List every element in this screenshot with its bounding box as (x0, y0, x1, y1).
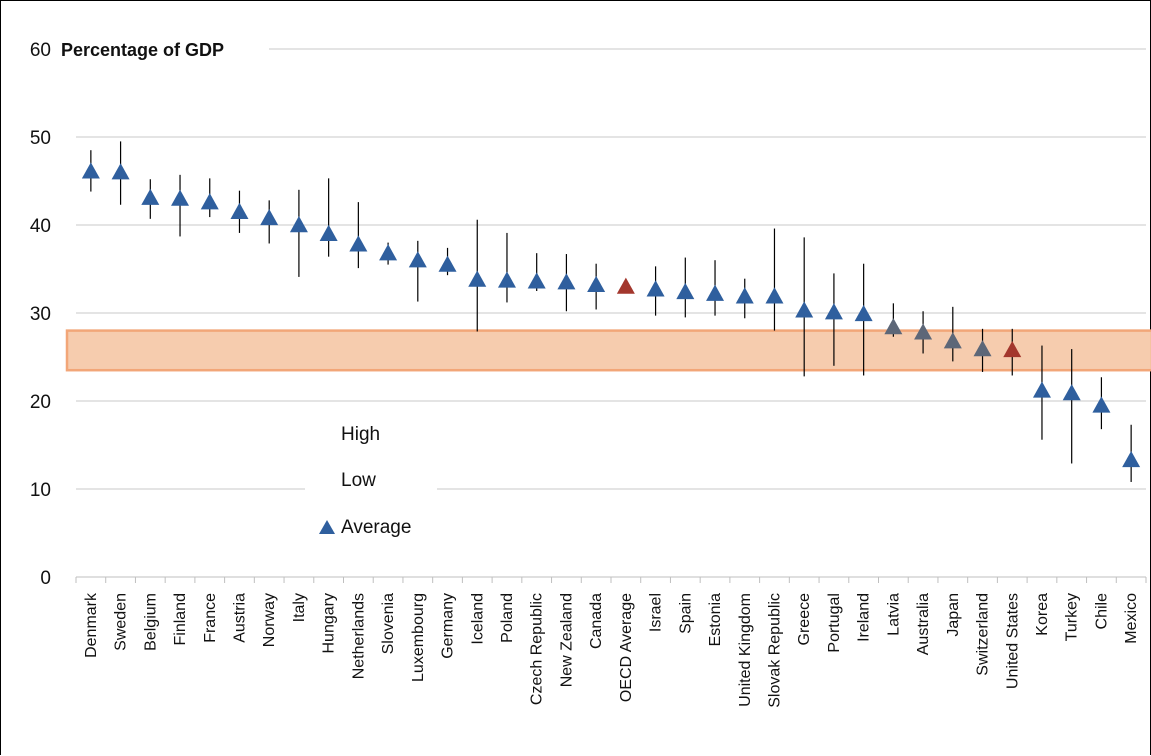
y-tick-label: 50 (30, 128, 51, 149)
x-category-label: France (202, 593, 219, 643)
x-category-label: Slovak Republic (766, 593, 783, 708)
average-marker-netherlands (349, 235, 368, 252)
average-marker-france (200, 193, 219, 210)
chart-title-background (57, 37, 269, 61)
x-category-label: Denmark (83, 592, 100, 658)
average-marker-denmark (81, 162, 100, 179)
average-marker-portugal (824, 303, 843, 320)
average-marker-korea (1032, 381, 1051, 398)
x-category-label: Ireland (856, 593, 873, 642)
x-axis (75, 576, 1147, 583)
legend-label-low: Low (341, 470, 376, 491)
y-tick-label: 10 (30, 480, 51, 501)
x-category-label: Korea (1034, 593, 1051, 636)
y-tick-label: 60 (30, 40, 51, 61)
average-marker-luxembourg (408, 251, 427, 268)
average-marker-norway (260, 208, 279, 226)
x-category-label: Hungary (321, 593, 338, 653)
x-category-label: Czech Republic (529, 593, 546, 705)
y-tick-label: 30 (30, 304, 51, 325)
average-marker-italy (289, 216, 308, 233)
average-marker-germany (438, 255, 457, 272)
average-marker-hungary (319, 224, 338, 241)
average-marker-oecd-average (616, 277, 635, 294)
x-category-label: Australia (915, 593, 932, 655)
average-marker-finland (171, 189, 190, 206)
y-tick-label: 0 (40, 568, 51, 589)
legend-label-high: High (341, 424, 380, 445)
x-category-label: Israel (648, 593, 665, 632)
x-category-label: United Kingdom (737, 593, 754, 707)
x-category-label: New Zealand (558, 593, 575, 687)
average-marker-japan (943, 332, 962, 349)
average-marker-ireland (854, 304, 873, 322)
average-marker-iceland (468, 270, 487, 287)
x-category-label: Turkey (1064, 593, 1081, 641)
x-category-label: Mexico (1123, 593, 1140, 644)
average-marker-united-kingdom (735, 287, 754, 304)
average-marker-estonia (706, 284, 725, 301)
average-marker-latvia (884, 318, 903, 335)
average-marker-new-zealand (557, 273, 576, 290)
x-category-label: Iceland (469, 593, 486, 645)
x-category-label: Finland (172, 593, 189, 645)
gridlines (76, 48, 1146, 490)
average-marker-sweden (111, 163, 130, 180)
average-marker-switzerland (973, 340, 992, 357)
y-tick-label: 40 (30, 216, 51, 237)
average-marker-greece (795, 301, 814, 318)
x-category-label: Poland (499, 593, 516, 643)
average-marker-spain (676, 282, 695, 300)
x-category-label: Sweden (113, 593, 130, 651)
x-category-label: Chile (1093, 593, 1110, 630)
x-category-label: Portugal (826, 593, 843, 653)
average-marker-canada (587, 275, 606, 293)
x-category-label: Latvia (885, 593, 902, 636)
x-category-label: Japan (945, 593, 962, 637)
average-marker-poland (497, 271, 516, 288)
x-category-label: Germany (440, 593, 457, 659)
x-category-label: Slovenia (380, 593, 397, 654)
average-markers (81, 162, 1141, 468)
whiskers (90, 141, 1132, 482)
average-marker-united-states (1003, 340, 1022, 358)
y-tick-labels: 0 10 20 30 40 50 60 (30, 40, 51, 589)
chart-title: Percentage of GDP (61, 40, 224, 60)
x-category-label: Italy (291, 593, 308, 622)
x-category-label: Greece (796, 593, 813, 646)
highlight-band-layer (65, 329, 1151, 372)
legend-average-marker (319, 520, 335, 534)
x-category-label: OECD Average (618, 593, 635, 702)
average-marker-slovak-republic (765, 287, 784, 304)
x-category-label: Norway (261, 593, 278, 647)
average-marker-slovenia (379, 244, 398, 261)
x-category-label: United States (1004, 593, 1021, 689)
average-marker-belgium (141, 188, 160, 205)
average-marker-chile (1092, 396, 1111, 413)
x-category-label: Austria (231, 593, 248, 643)
x-category-label: Spain (677, 593, 694, 634)
x-category-label: Belgium (142, 593, 159, 651)
average-marker-austria (230, 202, 249, 219)
average-marker-turkey (1062, 384, 1081, 401)
x-category-label: Luxembourg (410, 593, 427, 682)
x-category-label: Netherlands (350, 593, 367, 679)
x-category-label: Switzerland (975, 593, 992, 676)
x-category-labels: Denmark Sweden Belgium Finland France Austria… (83, 592, 1140, 708)
legend-label-average: Average (341, 517, 411, 538)
y-tick-label: 20 (30, 392, 51, 413)
average-marker-mexico (1122, 450, 1141, 468)
average-marker-australia (914, 323, 933, 340)
legend: High Low Average (305, 413, 437, 547)
highlight-band (65, 329, 1151, 372)
average-marker-czech-republic (527, 272, 546, 289)
x-category-label: Canada (588, 593, 605, 649)
x-category-label: Estonia (707, 593, 724, 646)
average-marker-israel (646, 280, 665, 297)
